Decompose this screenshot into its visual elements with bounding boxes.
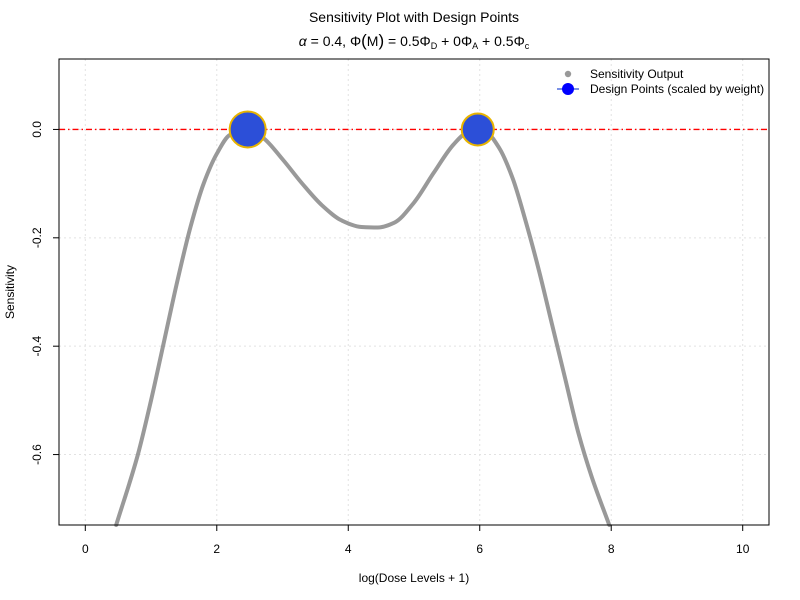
y-tick-label: 0.0 <box>30 121 44 138</box>
legend-sensitivity-label: Sensitivity Output <box>590 67 684 81</box>
legend-design-marker <box>562 83 574 95</box>
design-point <box>460 112 495 147</box>
subtitle-phi: Φ <box>350 33 361 49</box>
design-points-layer <box>228 110 495 149</box>
chart-title: Sensitivity Plot with Design Points <box>309 9 519 25</box>
subtitle-eq-d: = 0.5Φ <box>384 33 431 49</box>
y-axis: 0.0 -0.2 -0.4 -0.6 <box>30 121 59 465</box>
x-tick-label: 0 <box>82 542 89 556</box>
subtitle-sub-d: D <box>431 41 438 51</box>
x-axis: 0 2 4 6 8 10 <box>82 525 750 556</box>
chart-subtitle: α = 0.4, Φ(M) = 0.5ΦD + 0ΦA + 0.5Φc <box>299 31 530 51</box>
subtitle-alpha-symbol: α <box>299 33 308 49</box>
x-tick-label: 2 <box>213 542 220 556</box>
legend-sensitivity-marker <box>564 70 572 78</box>
x-tick-label: 4 <box>345 542 352 556</box>
x-tick-label: 6 <box>476 542 483 556</box>
y-tick-label: -0.6 <box>30 444 44 465</box>
plot-frame <box>58 58 770 526</box>
subtitle-sub-c: c <box>525 41 530 51</box>
subtitle-mid-c: + 0.5Φ <box>478 33 525 49</box>
subtitle-paren-close: ) <box>378 31 384 50</box>
legend-design-points-label: Design Points (scaled by weight) <box>590 82 764 96</box>
y-axis-label: Sensitivity <box>3 265 17 319</box>
y-tick-label: -0.4 <box>30 336 44 357</box>
x-tick-label: 8 <box>608 542 615 556</box>
subtitle-paren-open: ( <box>361 31 367 50</box>
subtitle-alpha-text: = 0.4, <box>307 33 350 49</box>
sensitivity-curve <box>114 127 612 527</box>
legend: Sensitivity Output Design Points (scaled… <box>557 67 764 96</box>
subtitle-sub-a: A <box>472 41 478 51</box>
subtitle-mid-a: + 0Φ <box>437 33 472 49</box>
design-point <box>228 110 267 149</box>
y-tick-label: -0.2 <box>30 227 44 248</box>
x-axis-label: log(Dose Levels + 1) <box>359 571 469 585</box>
x-tick-label: 10 <box>736 542 750 556</box>
sensitivity-series <box>114 127 612 527</box>
subtitle-m: M <box>367 33 379 49</box>
